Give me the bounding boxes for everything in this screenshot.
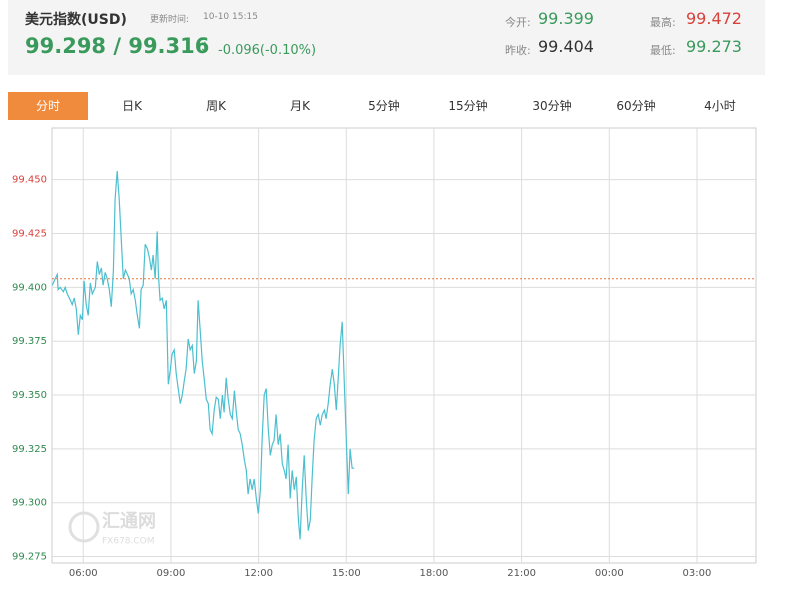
- tab[interactable]: 日K: [122, 99, 142, 113]
- x-tick-label: 00:00: [595, 568, 624, 579]
- quote-header: [8, 0, 765, 75]
- x-tick-label: 15:00: [332, 568, 361, 579]
- y-tick-label: 99.400: [12, 282, 47, 293]
- x-tick-label: 12:00: [244, 568, 273, 579]
- y-tick-label: 99.275: [12, 552, 47, 563]
- y-tick-label: 99.350: [12, 390, 47, 401]
- tab[interactable]: 月K: [290, 99, 310, 113]
- stat-value: 99.472: [686, 9, 742, 28]
- y-tick-label: 99.425: [12, 229, 47, 240]
- title: 美元指数(USD): [25, 12, 127, 28]
- watermark-site: FX678.COM: [102, 537, 155, 547]
- tab[interactable]: 60分钟: [616, 99, 656, 113]
- x-tick-label: 06:00: [69, 568, 98, 579]
- update-time: 10-10 15:15: [203, 12, 258, 22]
- watermark-logo: [68, 511, 100, 543]
- stat-label: 最低:: [650, 44, 676, 57]
- x-tick-label: 21:00: [507, 568, 536, 579]
- stat-value: 99.273: [686, 37, 742, 56]
- x-tick-label: 09:00: [157, 568, 186, 579]
- tab[interactable]: 4小时: [704, 99, 736, 113]
- price-arrow: ↓: [199, 40, 211, 56]
- plot-frame: [51, 127, 757, 564]
- x-tick-label: 18:00: [420, 568, 449, 579]
- price-change: -0.096(-0.10%): [218, 43, 317, 58]
- watermark: 汇通网 FX678.COM: [68, 511, 156, 547]
- tab[interactable]: 分时: [8, 92, 88, 120]
- y-tick-label: 99.375: [12, 336, 47, 347]
- watermark-name: 汇通网: [102, 511, 156, 532]
- x-tick-label: 03:00: [683, 568, 712, 579]
- stat-label: 最高:: [650, 16, 676, 29]
- y-tick-label: 99.300: [12, 498, 47, 509]
- tab[interactable]: 15分钟: [448, 99, 488, 113]
- tab[interactable]: 周K: [206, 99, 226, 113]
- stat-value: 99.399: [538, 9, 594, 28]
- stat-value: 99.404: [538, 37, 594, 56]
- y-tick-label: 99.325: [12, 444, 47, 455]
- stat-label: 昨收:: [505, 44, 531, 57]
- y-tick-label: 99.450: [12, 175, 47, 186]
- tab[interactable]: 30分钟: [532, 99, 572, 113]
- tab[interactable]: 5分钟: [368, 99, 400, 113]
- update-label: 更新时间:: [150, 15, 190, 25]
- stat-label: 今开:: [505, 16, 531, 29]
- price: 99.298 / 99.316: [25, 34, 210, 58]
- price-line: [51, 171, 355, 540]
